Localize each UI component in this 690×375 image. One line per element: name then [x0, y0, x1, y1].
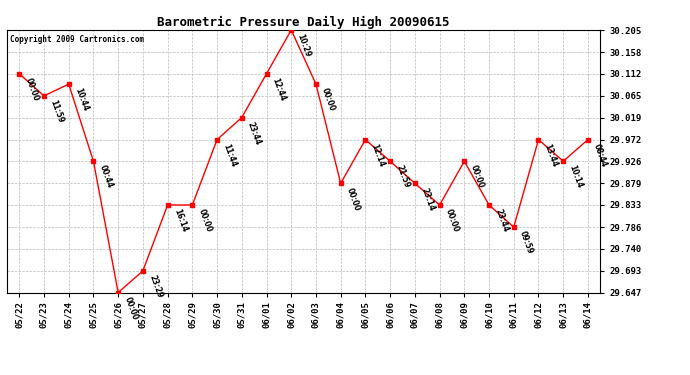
Text: 23:29: 23:29 [147, 274, 164, 299]
Text: 08:44: 08:44 [592, 142, 609, 168]
Text: 00:00: 00:00 [469, 164, 485, 190]
Text: 10:44: 10:44 [73, 87, 90, 112]
Text: 12:14: 12:14 [370, 142, 386, 168]
Text: 23:44: 23:44 [246, 120, 263, 146]
Text: 13:44: 13:44 [542, 142, 560, 168]
Text: 11:59: 11:59 [48, 99, 65, 124]
Text: 23:14: 23:14 [419, 186, 436, 212]
Text: 00:00: 00:00 [23, 76, 40, 102]
Text: 00:00: 00:00 [197, 208, 213, 234]
Text: 00:00: 00:00 [444, 208, 460, 234]
Text: 00:00: 00:00 [320, 87, 337, 112]
Text: 10:29: 10:29 [295, 33, 312, 58]
Text: 12:44: 12:44 [270, 76, 288, 102]
Text: 00:00: 00:00 [345, 186, 362, 212]
Title: Barometric Pressure Daily High 20090615: Barometric Pressure Daily High 20090615 [157, 16, 450, 29]
Text: Copyright 2009 Cartronics.com: Copyright 2009 Cartronics.com [10, 35, 144, 44]
Text: 10:14: 10:14 [567, 164, 584, 190]
Text: 11:44: 11:44 [221, 142, 238, 168]
Text: 09:59: 09:59 [518, 230, 535, 255]
Text: 00:44: 00:44 [97, 164, 115, 190]
Text: 23:44: 23:44 [493, 208, 510, 234]
Text: 16:14: 16:14 [172, 208, 188, 234]
Text: 21:59: 21:59 [394, 164, 411, 190]
Text: 00:00: 00:00 [122, 295, 139, 321]
